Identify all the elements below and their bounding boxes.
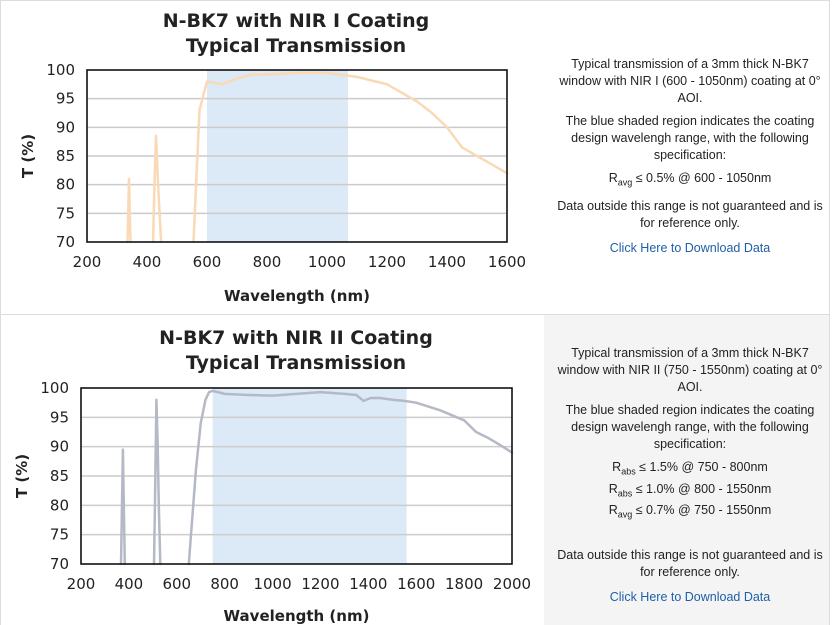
chart-description: Typical transmission of a 3mm thick N-BK…	[556, 56, 824, 263]
y-tick-label: 90	[50, 438, 69, 456]
reference-note: Data outside this range is not guarantee…	[557, 198, 823, 230]
spec-subscript: abs	[621, 466, 636, 477]
spec-value: ≤ 1.5% @ 750 - 800nm	[635, 460, 768, 474]
chart-description: Typical transmission of a 3mm thick N-BK…	[556, 345, 824, 612]
reference-note: Data outside this range is not guarantee…	[557, 547, 823, 579]
x-tick-label: 1800	[445, 575, 483, 593]
spec-list: Ravg ≤ 0.5% @ 600 - 1050nm	[556, 170, 824, 192]
shaded-region-note: The blue shaded region indicates the coa…	[565, 403, 815, 451]
transmission-curve	[187, 389, 514, 566]
y-tick-label: 100	[40, 379, 69, 397]
table-row: N-BK7 with NIR I Coating Typical Transmis…	[0, 0, 830, 315]
y-tick-label: 95	[50, 408, 69, 426]
chart-title: N-BK7 with NIR I Coating	[163, 10, 430, 32]
spec-value: ≤ 0.5% @ 600 - 1050nm	[632, 171, 772, 185]
transmission-curve	[192, 71, 509, 244]
x-tick-label: 400	[133, 253, 162, 271]
x-tick-label: 600	[162, 575, 191, 593]
x-tick-label: 1000	[253, 575, 291, 593]
spec-symbol: R	[608, 481, 618, 496]
transmission-curve	[126, 177, 132, 244]
spec-line: Ravg ≤ 0.5% @ 600 - 1050nm	[556, 170, 824, 192]
spec-value: ≤ 1.0% @ 800 - 1550nm	[632, 481, 772, 496]
x-tick-label: 1600	[488, 253, 526, 271]
spec-symbol: R	[608, 503, 618, 517]
x-axis-label: Wavelength (nm)	[224, 607, 370, 625]
x-tick-label: 1200	[368, 253, 406, 271]
y-tick-label: 75	[50, 526, 69, 544]
download-data-link[interactable]: Click Here to Download Data	[609, 240, 771, 255]
y-tick-label: 95	[56, 90, 75, 108]
x-axis-label: Wavelength (nm)	[224, 287, 370, 305]
x-tick-label: 600	[193, 253, 222, 271]
x-tick-label: 200	[73, 253, 102, 271]
transmission-chart-nir1: N-BK7 with NIR I Coating Typical Transmis…	[19, 10, 526, 305]
x-tick-label: 1400	[349, 575, 387, 593]
download-data-link[interactable]: Click Here to Download Data	[609, 589, 771, 604]
y-tick-label: 85	[50, 467, 69, 485]
spec-value: ≤ 0.7% @ 750 - 1550nm	[632, 503, 772, 517]
spec-subscript: avg	[617, 509, 633, 520]
spec-symbol: R	[612, 460, 622, 474]
x-tick-label: 800	[210, 575, 239, 593]
plot-frame	[80, 387, 513, 565]
spec-symbol: R	[608, 171, 618, 185]
transmission-chart-nir2: N-BK7 with NIR II Coating Typical Transmi…	[13, 327, 531, 625]
x-tick-label: 1600	[397, 575, 435, 593]
plot-frame	[86, 69, 508, 243]
description-text: Typical transmission of a 3mm thick N-BK…	[559, 57, 821, 105]
description-text: Typical transmission of a 3mm thick N-BK…	[557, 346, 823, 394]
x-tick-label: 1200	[301, 575, 339, 593]
transmission-curve	[119, 448, 127, 566]
spec-subscript: abs	[617, 488, 633, 498]
table-row: N-BK7 with NIR II Coating Typical Transmi…	[0, 314, 830, 625]
chart-subtitle: Typical Transmission	[186, 352, 406, 374]
y-tick-label: 80	[56, 176, 75, 194]
y-tick-label: 85	[56, 147, 75, 165]
spec-line: Rabs ≤ 1.0% @ 800 - 1550nm	[556, 481, 824, 503]
x-tick-label: 1400	[428, 253, 466, 271]
spec-line: Ravg ≤ 0.7% @ 750 - 1550nm	[556, 502, 824, 524]
y-tick-label: 70	[50, 555, 69, 573]
description-cell: Typical transmission of a 3mm thick N-BK…	[544, 315, 830, 625]
x-tick-label: 800	[253, 253, 282, 271]
transmission-curve	[152, 398, 162, 566]
y-tick-label: 75	[56, 204, 75, 222]
chart-cell: N-BK7 with NIR II Coating Typical Transmi…	[0, 315, 545, 625]
y-tick-label: 90	[56, 118, 75, 136]
chart-subtitle: Typical Transmission	[186, 35, 406, 57]
chart-cell: N-BK7 with NIR I Coating Typical Transmis…	[0, 1, 545, 315]
y-tick-label: 80	[50, 496, 69, 514]
spec-subscript: avg	[617, 177, 633, 188]
x-tick-label: 2000	[493, 575, 531, 593]
transmission-curve	[151, 134, 163, 244]
y-axis-label: T (%)	[13, 454, 31, 498]
y-tick-label: 100	[46, 61, 75, 79]
description-cell: Typical transmission of a 3mm thick N-BK…	[544, 1, 830, 315]
spec-line: Rabs ≤ 1.5% @ 750 - 800nm	[556, 459, 824, 481]
x-tick-label: 1000	[308, 253, 346, 271]
x-tick-label: 200	[67, 575, 96, 593]
y-axis-label: T (%)	[19, 134, 37, 178]
y-tick-label: 70	[56, 233, 75, 251]
spec-list: Rabs ≤ 1.5% @ 750 - 800nm Rabs ≤ 1.0% @ 8…	[556, 459, 824, 524]
chart-title: N-BK7 with NIR II Coating	[159, 327, 433, 349]
x-tick-label: 400	[115, 575, 144, 593]
shaded-region-note: The blue shaded region indicates the coa…	[565, 114, 815, 162]
